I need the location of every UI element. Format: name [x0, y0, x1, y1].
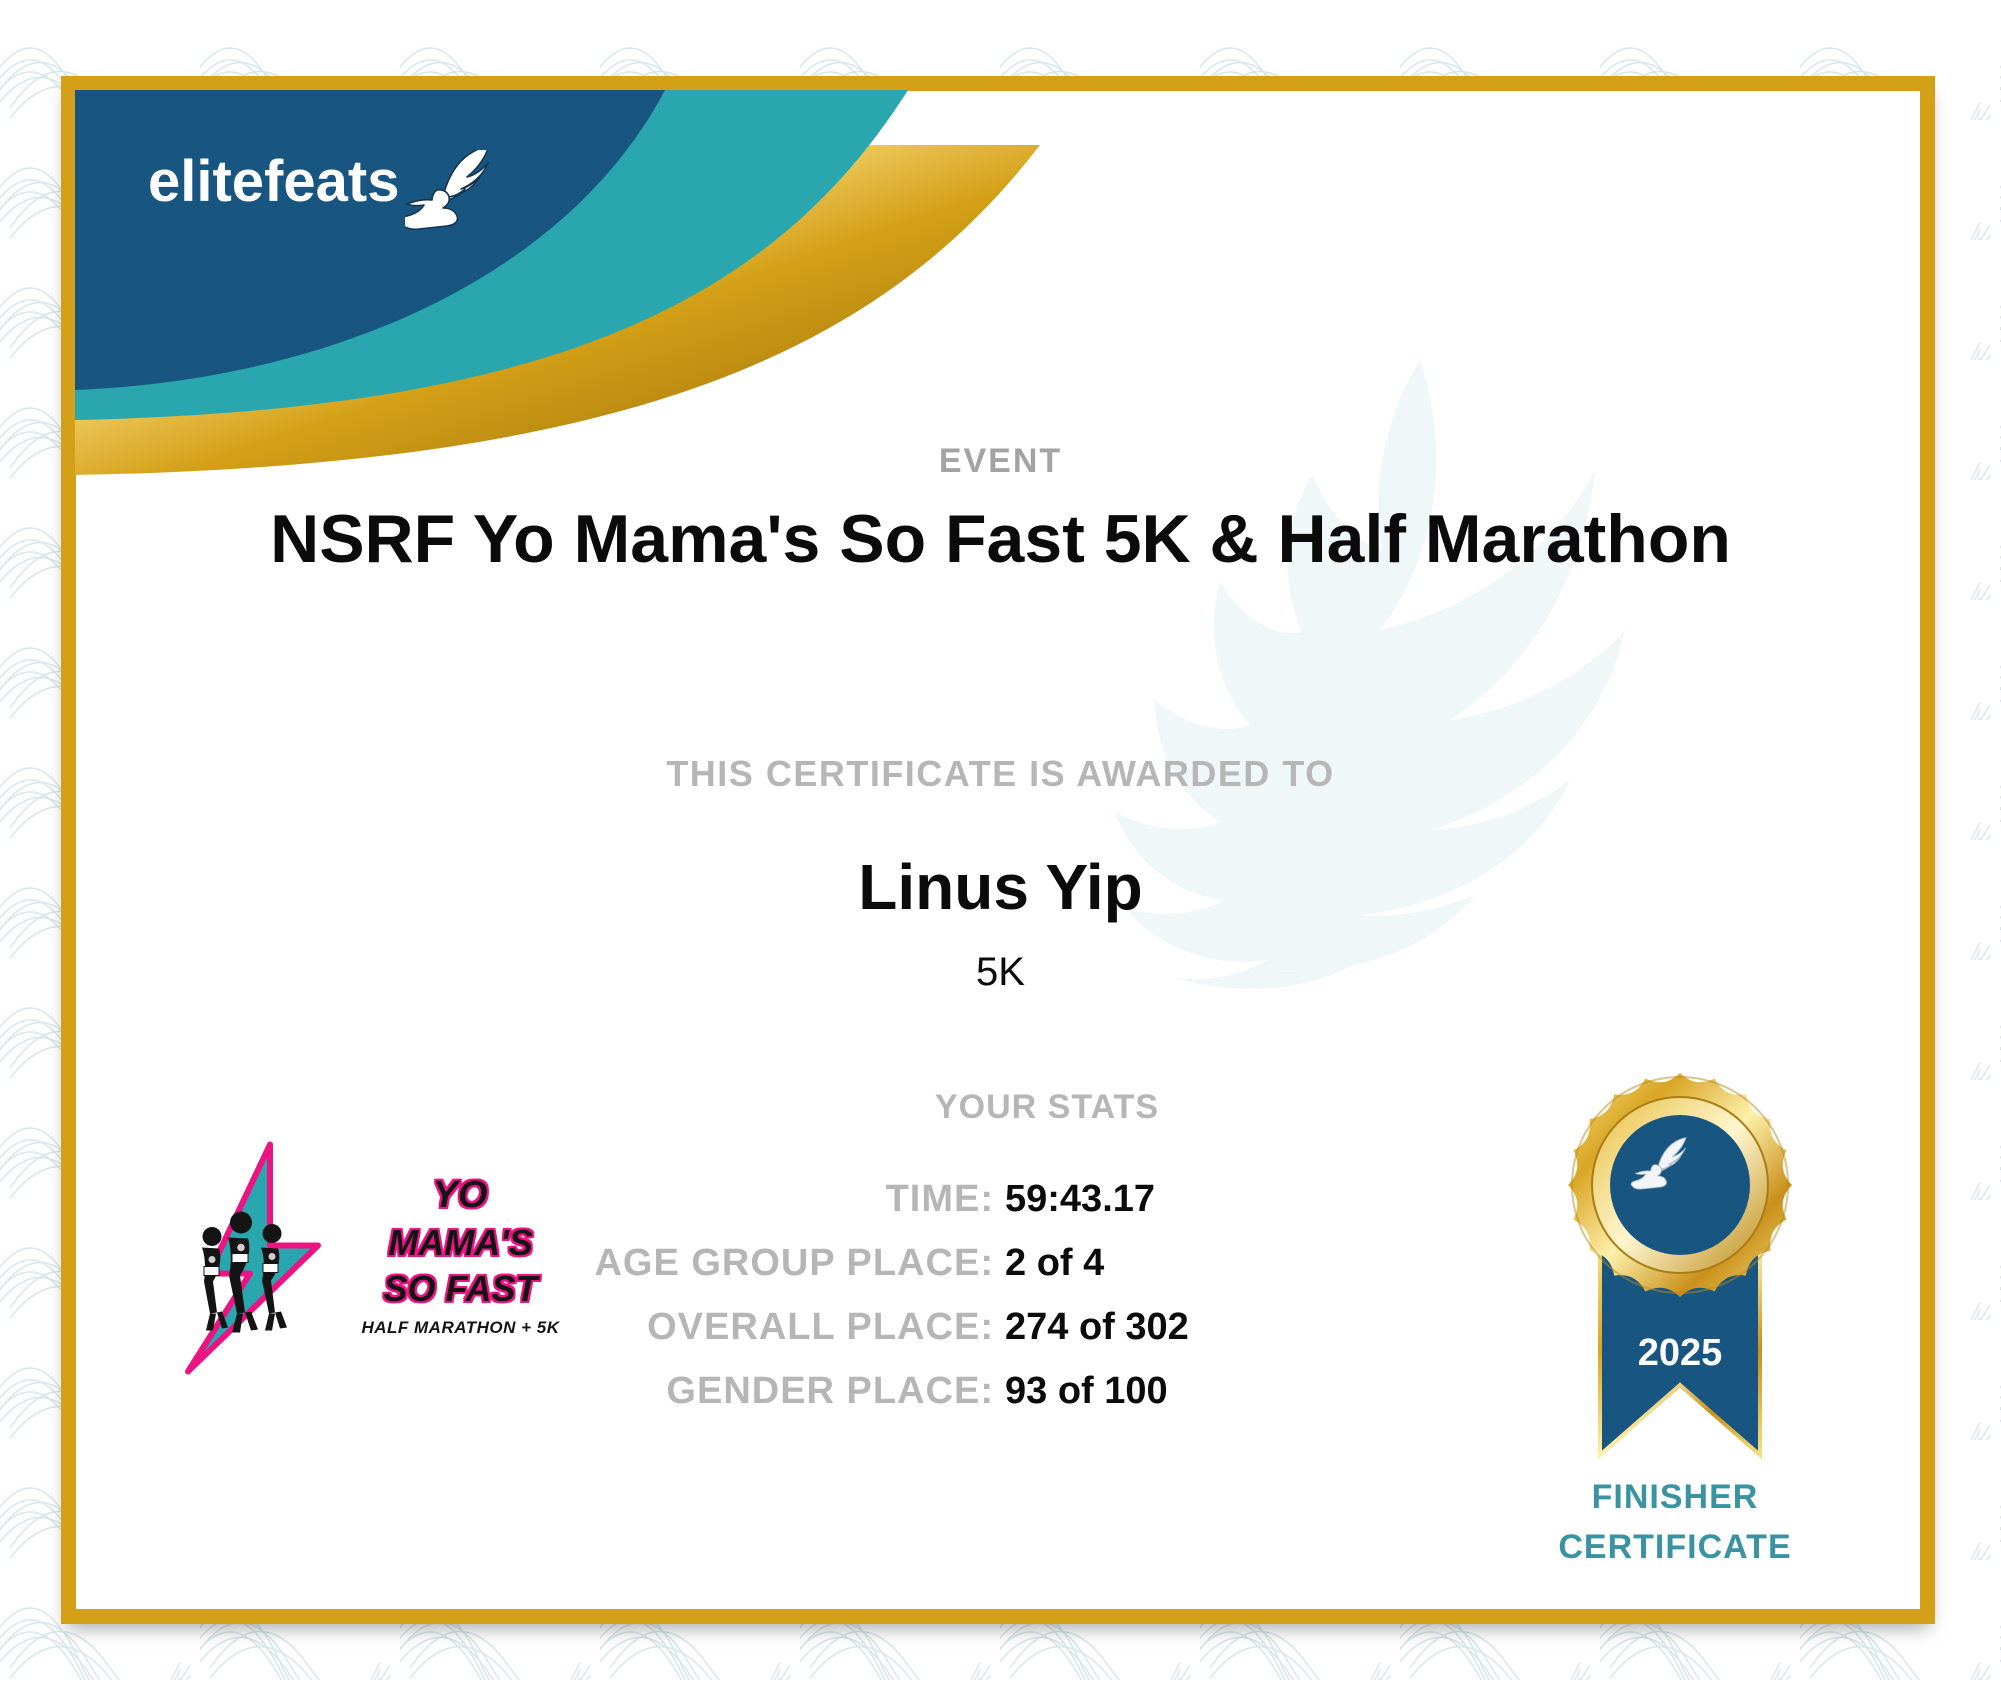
svg-text:2025: 2025 [1638, 1332, 1723, 1374]
